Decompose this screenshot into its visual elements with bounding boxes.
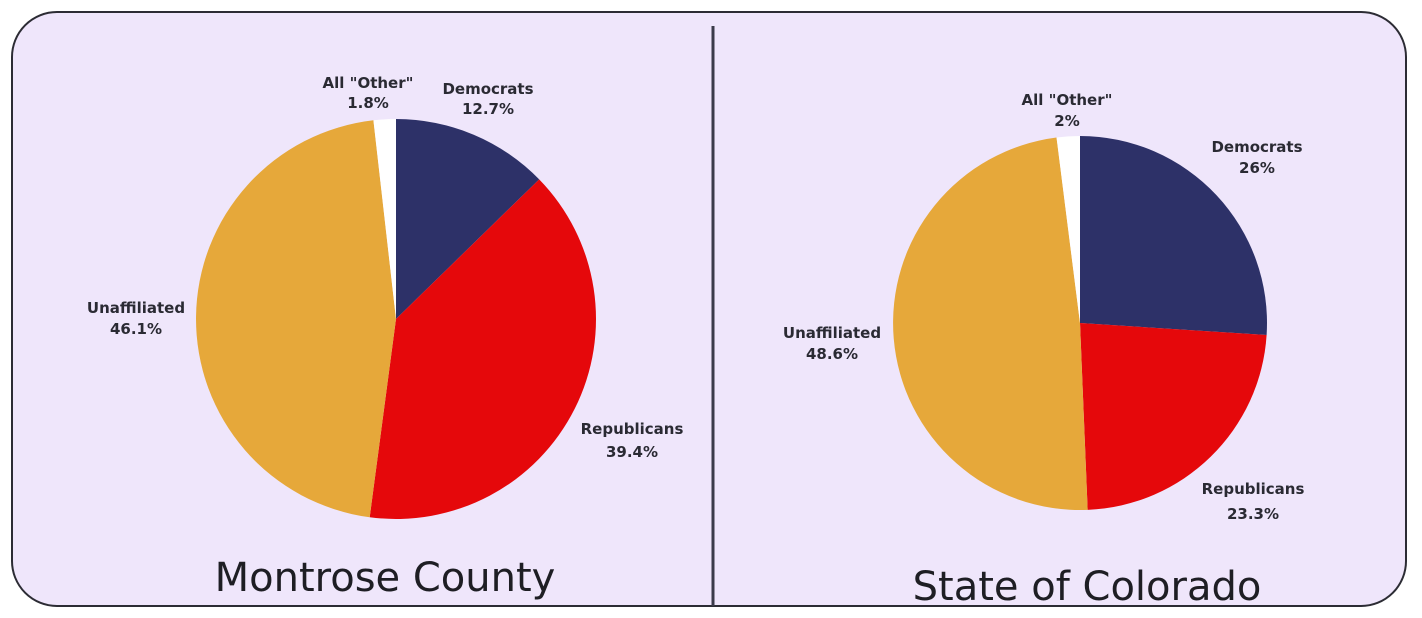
label-value-colorado-other: 2% [1054,112,1079,130]
title-montrose: Montrose County [215,555,556,601]
label-name-montrose-other: All "Other" [323,74,414,92]
label-value-montrose-other: 1.8% [347,94,389,112]
slice-colorado-republicans [1080,323,1267,510]
slice-montrose-other [373,119,396,319]
label-value-colorado-unaffiliated: 48.6% [806,345,858,363]
slice-montrose-republicans [369,179,596,519]
slice-colorado-democrats [1080,136,1267,336]
label-name-colorado-other: All "Other" [1022,91,1113,109]
label-name-colorado-democrats: Democrats [1211,138,1302,156]
label-value-montrose-republicans: 39.4% [606,443,658,461]
label-value-montrose-unaffiliated: 46.1% [110,320,162,338]
label-name-colorado-unaffiliated: Unaffiliated [783,324,881,342]
label-name-colorado-republicans: Republicans [1202,480,1305,498]
label-name-montrose-unaffiliated: Unaffiliated [87,299,185,317]
label-value-montrose-democrats: 12.7% [462,100,514,118]
label-name-montrose-democrats: Democrats [442,80,533,98]
title-colorado: State of Colorado [913,564,1262,610]
label-value-colorado-republicans: 23.3% [1227,505,1279,523]
slice-colorado-other [1056,136,1080,323]
label-name-montrose-republicans: Republicans [581,420,684,438]
pie-colorado: All "Other" 2% Democrats 26% Unaffiliate… [783,91,1305,610]
slice-montrose-democrats [396,119,540,319]
label-value-colorado-democrats: 26% [1239,159,1275,177]
slice-montrose-unaffiliated [196,120,396,518]
pie-montrose: All "Other" 1.8% Democrats 12.7% Unaffil… [87,74,684,601]
slice-colorado-unaffiliated [893,137,1088,510]
